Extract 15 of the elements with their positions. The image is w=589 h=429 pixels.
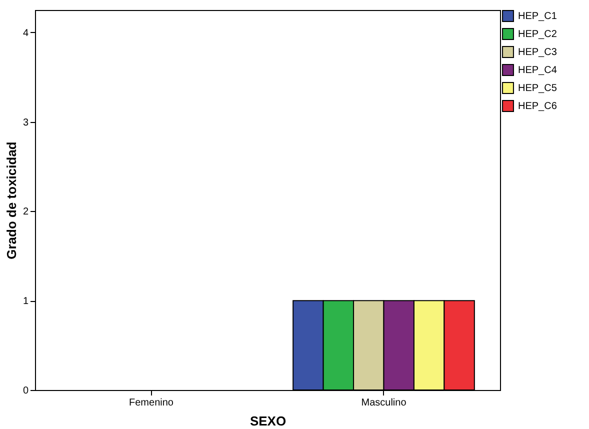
x-tick-label: Masculino	[361, 398, 407, 408]
legend-label: HEP_C6	[518, 101, 558, 112]
x-axis-title: SEXO	[250, 414, 286, 428]
y-tick-label: 4	[22, 28, 29, 39]
y-tick-label: 3	[22, 117, 29, 128]
legend-label: HEP_C3	[518, 47, 558, 58]
legend-label: HEP_C1	[518, 11, 558, 22]
y-tick-label: 0	[22, 386, 29, 396]
y-tick-label: 1	[22, 296, 29, 308]
x-tick-label: Femenino	[129, 398, 174, 408]
legend-label: HEP_C5	[518, 83, 558, 94]
y-axis-title: Grado de toxicidad	[4, 142, 19, 260]
legend-label: HEP_C4	[518, 65, 558, 76]
legend-label: HEP_C2	[518, 29, 558, 40]
y-tick-label: 2	[22, 206, 29, 218]
